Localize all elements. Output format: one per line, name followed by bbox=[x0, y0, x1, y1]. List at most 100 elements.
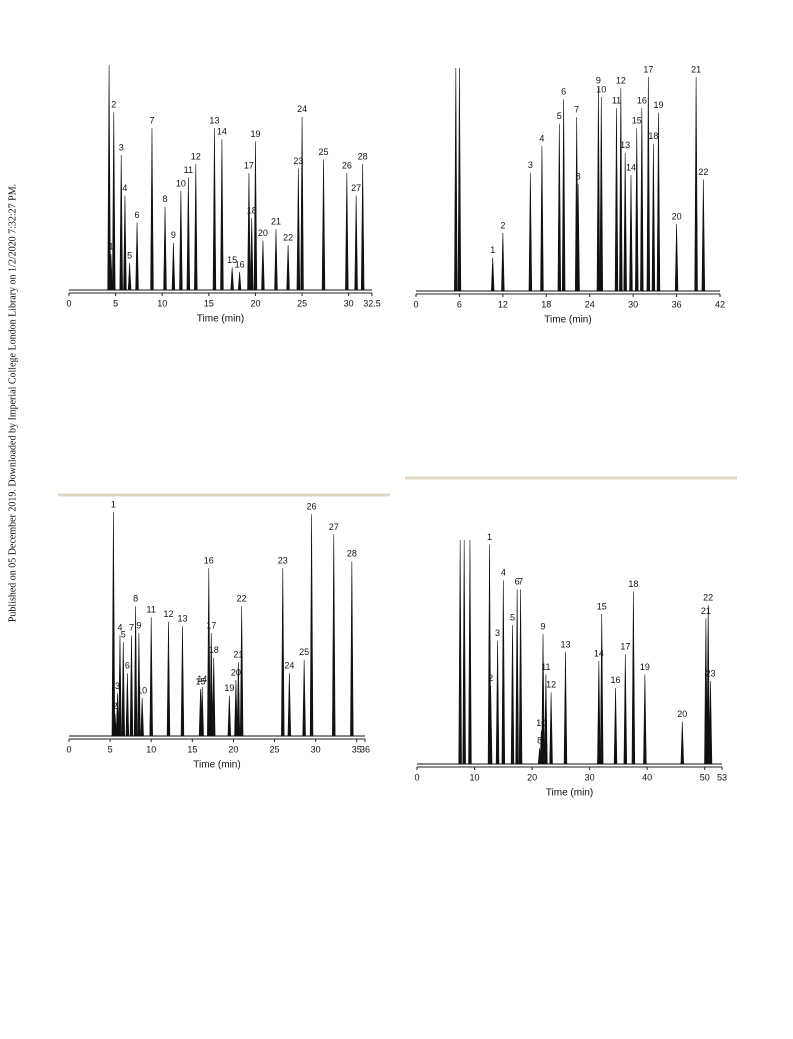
peak-label: 5 bbox=[557, 111, 562, 121]
peak bbox=[544, 674, 548, 765]
peak-label: 4 bbox=[122, 183, 127, 193]
x-tick-label: 6 bbox=[457, 299, 462, 309]
peak bbox=[112, 112, 116, 291]
peak bbox=[220, 139, 224, 291]
peak bbox=[180, 626, 185, 737]
peak-label: 1 bbox=[108, 241, 113, 251]
peak-label: 20 bbox=[258, 228, 268, 238]
peak-label: 20 bbox=[677, 709, 687, 719]
peak-label: 18 bbox=[648, 131, 658, 141]
peak bbox=[354, 195, 358, 291]
peak bbox=[198, 688, 203, 737]
peak bbox=[596, 88, 601, 292]
peak-label: 7 bbox=[574, 104, 579, 114]
peak bbox=[253, 141, 258, 291]
x-tick-label: 20 bbox=[228, 744, 238, 754]
peak-label: 7 bbox=[129, 623, 134, 633]
x-tick-label: 0 bbox=[414, 772, 419, 782]
peak-label: 2 bbox=[113, 701, 118, 711]
peak bbox=[179, 190, 183, 291]
peak-label: 3 bbox=[528, 160, 533, 170]
peak bbox=[250, 217, 254, 291]
peak-label: 1 bbox=[490, 245, 495, 255]
x-tick-label: 35 bbox=[352, 744, 362, 754]
peak-label: 15 bbox=[196, 676, 206, 686]
peak-label: 11 bbox=[612, 96, 621, 106]
x-tick-label: 0 bbox=[413, 299, 418, 309]
peak bbox=[539, 730, 544, 765]
peak-label: 16 bbox=[235, 259, 245, 269]
peak-label: 15 bbox=[597, 601, 607, 611]
peak-label: 14 bbox=[594, 648, 604, 658]
peak-label: 6 bbox=[561, 87, 566, 97]
peak-label: 11 bbox=[184, 165, 193, 175]
peak bbox=[239, 606, 244, 737]
peak-label: 9 bbox=[541, 621, 546, 631]
peak-label: 6 bbox=[515, 577, 520, 587]
peak bbox=[488, 685, 493, 765]
peak bbox=[458, 539, 462, 765]
peak bbox=[629, 175, 633, 292]
peak-label: 25 bbox=[299, 647, 309, 657]
peak-label: 27 bbox=[351, 183, 361, 193]
peak bbox=[643, 674, 647, 765]
peak bbox=[119, 154, 123, 291]
peak bbox=[186, 177, 191, 291]
x-tick-label: 30 bbox=[311, 744, 321, 754]
peak-label: 20 bbox=[672, 211, 682, 221]
peak bbox=[510, 625, 515, 765]
peak-label: 6 bbox=[125, 661, 130, 671]
peak bbox=[708, 681, 713, 765]
x-tick-label: 36 bbox=[360, 744, 370, 754]
peak bbox=[631, 591, 636, 765]
peak bbox=[115, 693, 120, 737]
peak-label: 13 bbox=[560, 639, 570, 649]
peak-label: 24 bbox=[297, 104, 307, 114]
side-text: Published on 05 December 2019. Downloade… bbox=[7, 184, 18, 622]
peak bbox=[613, 687, 618, 765]
peak bbox=[528, 172, 533, 292]
peak-label: 22 bbox=[283, 232, 293, 242]
peak-label: 8 bbox=[133, 593, 138, 603]
peak-label: 4 bbox=[539, 133, 544, 143]
peak bbox=[563, 651, 568, 765]
peak bbox=[230, 267, 234, 291]
peak-label: 23 bbox=[705, 668, 715, 678]
peak bbox=[194, 163, 198, 291]
peak bbox=[694, 76, 698, 292]
peak bbox=[300, 116, 304, 291]
peak bbox=[651, 143, 656, 292]
peak bbox=[133, 606, 138, 737]
peak-label: 19 bbox=[250, 129, 260, 139]
peak bbox=[296, 168, 301, 291]
peak-label: 26 bbox=[307, 502, 317, 512]
peak bbox=[321, 159, 326, 291]
peak-label: 21 bbox=[271, 217, 281, 227]
peak-label: 7 bbox=[518, 577, 523, 587]
peak bbox=[646, 76, 651, 292]
x-tick-label: 5 bbox=[108, 744, 113, 754]
peak bbox=[107, 64, 111, 291]
peak-label: 2 bbox=[488, 673, 493, 683]
peak bbox=[247, 172, 251, 291]
peak-label: 22 bbox=[698, 167, 708, 177]
peak-label: 8 bbox=[576, 171, 581, 181]
x-tick-label: 20 bbox=[250, 298, 260, 308]
peak bbox=[674, 224, 679, 292]
peak-label: 22 bbox=[703, 592, 713, 602]
peak-label: 13 bbox=[177, 614, 187, 624]
peak-label: 18 bbox=[247, 205, 257, 215]
peak-label: 10 bbox=[176, 178, 186, 188]
peak-label: 18 bbox=[628, 579, 638, 589]
peak bbox=[171, 242, 176, 291]
peak bbox=[501, 580, 506, 765]
peak bbox=[287, 673, 292, 737]
peak bbox=[237, 271, 242, 291]
peak bbox=[150, 127, 154, 291]
peak bbox=[209, 632, 213, 737]
peak bbox=[457, 67, 462, 292]
peak bbox=[345, 172, 349, 291]
x-tick-label: 36 bbox=[672, 299, 682, 309]
peak-label: 1 bbox=[487, 532, 492, 542]
